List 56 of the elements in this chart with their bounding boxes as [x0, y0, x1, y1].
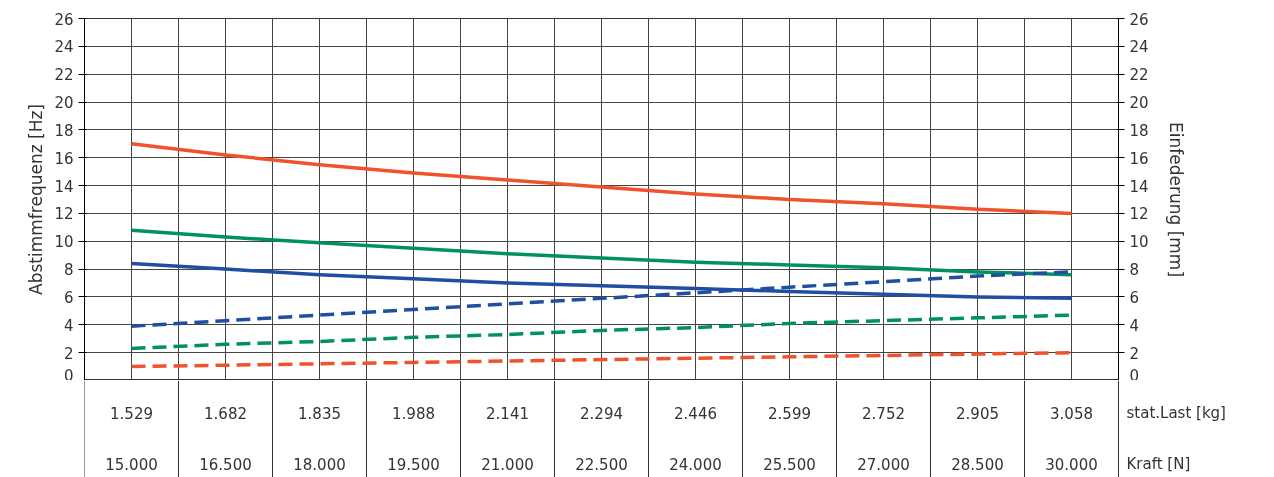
- text: 21.000: [481, 455, 534, 474]
- text: 15.000: [105, 455, 158, 474]
- y2-tick-label: 16: [1129, 149, 1149, 168]
- y-tick-label: 14: [54, 177, 74, 196]
- x-tick-label: 3.058: [1050, 404, 1093, 423]
- text: Kraft [N]: [1126, 454, 1191, 473]
- text: 28.500: [951, 455, 1004, 474]
- y-tick-label: 6: [63, 288, 74, 307]
- y2-tick-label: 24: [1129, 38, 1149, 57]
- y2-tick-label: 0: [1129, 366, 1140, 385]
- y2-tick-label: 22: [1129, 66, 1149, 85]
- x-tick-label: 2.905: [956, 404, 999, 423]
- y2-axis-title: Einfederung [mm]: [1165, 121, 1186, 278]
- x-tick-label: 2.294: [580, 404, 623, 423]
- y2-tick-label: 2: [1129, 344, 1140, 363]
- y-axis-title: Abstimmfrequenz [Hz]: [26, 104, 47, 295]
- y-tick-label: 20: [54, 94, 74, 113]
- x-tick-label: 2.141: [486, 404, 529, 423]
- y2-tick-label: 20: [1129, 94, 1149, 113]
- text: 30.000: [1045, 455, 1098, 474]
- text: 24.000: [669, 455, 722, 474]
- text: 18.000: [293, 455, 346, 474]
- x-axis-title: stat.Last [kg]: [1126, 403, 1226, 422]
- y-tick-label: 26: [54, 10, 74, 29]
- y2-tick-label: 6: [1129, 288, 1140, 307]
- text: 19.500: [387, 455, 440, 474]
- y2-tick-label: 10: [1129, 233, 1149, 252]
- y-tick-label: 2: [63, 344, 74, 363]
- y-tick-label: 22: [54, 66, 74, 85]
- text: 22.500: [575, 455, 628, 474]
- text: 27.000: [857, 455, 910, 474]
- x-tick-label: 2.752: [862, 404, 905, 423]
- y-tick-label: 0: [63, 366, 74, 385]
- y2-tick-label: 8: [1129, 261, 1140, 280]
- x-tick-label: 2.599: [768, 404, 811, 423]
- x-tick-label: 1.529: [110, 404, 153, 423]
- y2-tick-label: 4: [1129, 316, 1140, 335]
- y-tick-label: 24: [54, 38, 74, 57]
- y2-tick-label: 14: [1129, 177, 1149, 196]
- x-tick-label: 2.446: [674, 404, 717, 423]
- x-tick-label: 1.835: [298, 404, 341, 423]
- y-tick-label: 10: [54, 233, 74, 252]
- y-tick-label: 16: [54, 149, 74, 168]
- text: 25.500: [763, 455, 816, 474]
- y-tick-label: 4: [63, 316, 74, 335]
- y2-tick-label: 26: [1129, 10, 1149, 29]
- line-series: [129, 228, 1074, 277]
- y-tick-label: 8: [63, 261, 74, 280]
- x-tick-label: 1.988: [392, 404, 435, 423]
- line-series: [129, 142, 1074, 216]
- y-tick-label: 18: [54, 121, 74, 140]
- y-tick-label: 12: [54, 205, 74, 224]
- x-tick-label: 1.682: [204, 404, 247, 423]
- text: 16.500: [199, 455, 252, 474]
- y2-tick-label: 18: [1129, 121, 1149, 140]
- y2-tick-label: 12: [1129, 205, 1149, 224]
